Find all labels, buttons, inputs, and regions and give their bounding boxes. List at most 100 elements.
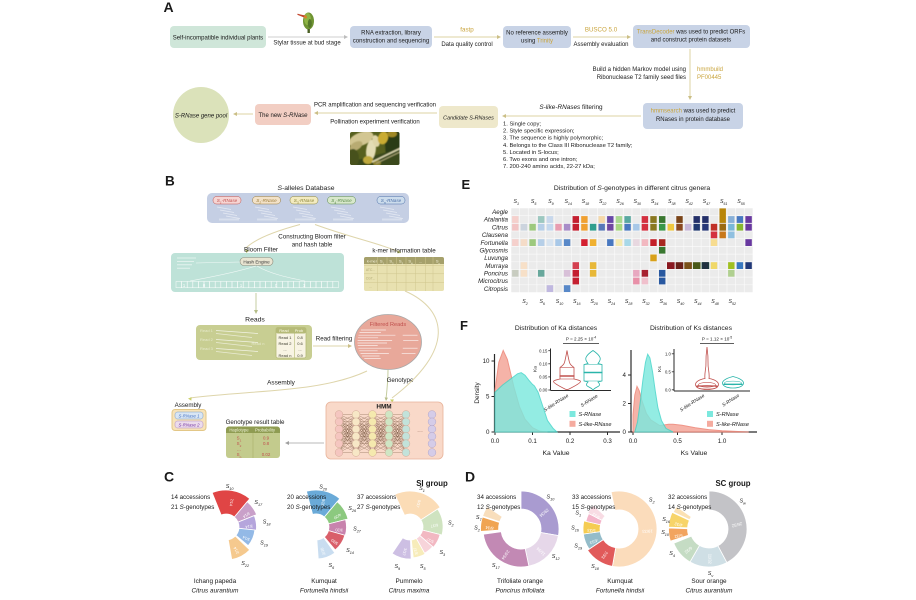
svg-text:S16: S16 xyxy=(662,517,671,524)
svg-text:Self-incompatible individual p: Self-incompatible individual plants xyxy=(173,36,263,42)
svg-text:0.3: 0.3 xyxy=(603,438,612,445)
svg-text:S42: S42 xyxy=(685,199,693,206)
svg-text:S17: S17 xyxy=(492,563,501,570)
svg-text:34 accessions: 34 accessions xyxy=(477,494,516,501)
svg-text:S30: S30 xyxy=(634,199,642,206)
svg-text:0.5: 0.5 xyxy=(673,438,682,445)
svg-text:2/20: 2/20 xyxy=(319,546,327,556)
svg-text:0.15: 0.15 xyxy=(539,348,548,353)
svg-text:19/33: 19/33 xyxy=(642,529,653,534)
svg-text:5/37: 5/37 xyxy=(426,537,435,545)
svg-text:...: ... xyxy=(283,347,286,352)
svg-text:0.10: 0.10 xyxy=(539,361,548,366)
svg-text:0.00: 0.00 xyxy=(539,388,548,393)
svg-text:32 accessions: 32 accessions xyxy=(668,494,707,501)
svg-text:...: ... xyxy=(417,427,423,434)
svg-text:15 S-genotypes: 15 S-genotypes xyxy=(572,504,615,511)
svg-text:...: ... xyxy=(237,447,241,452)
svg-text:S-RNase: S-RNase xyxy=(579,412,602,418)
svg-text:14 S-genotypes: 14 S-genotypes xyxy=(668,504,711,511)
svg-text:Poncirus trifoliata: Poncirus trifoliata xyxy=(495,588,544,595)
svg-text:Pummelo: Pummelo xyxy=(396,578,423,585)
svg-text:hmmsearch was used to predict: hmmsearch was used to predict xyxy=(651,109,736,115)
svg-text:0.5: 0.5 xyxy=(665,369,671,374)
svg-text:S10: S10 xyxy=(556,299,564,306)
svg-text:Glycosmis: Glycosmis xyxy=(479,247,508,254)
svg-text:1: 1 xyxy=(240,283,243,288)
svg-text:S28: S28 xyxy=(625,299,633,306)
svg-text:0.9: 0.9 xyxy=(263,436,270,441)
svg-text:fastp: fastp xyxy=(460,27,474,34)
svg-text:3/37: 3/37 xyxy=(401,547,408,556)
svg-text:S1: S1 xyxy=(575,511,581,518)
svg-text:0.0: 0.0 xyxy=(665,387,671,392)
svg-text:Citrus aurantium: Citrus aurantium xyxy=(686,588,734,595)
svg-text:23/34: 23/34 xyxy=(500,549,510,561)
svg-text:S10: S10 xyxy=(661,530,670,537)
svg-text:0: 0 xyxy=(623,429,627,436)
svg-text:Sn: Sn xyxy=(436,259,441,266)
svg-text:3/33: 3/33 xyxy=(591,511,601,520)
svg-text:Ichang papeda: Ichang papeda xyxy=(194,578,237,585)
svg-text:37 accessions: 37 accessions xyxy=(357,494,396,501)
svg-text:TransDecoder was used to predi: TransDecoder was used to predict ORFs xyxy=(637,30,746,36)
svg-text:Distribution of S-genotypes in: Distribution of S-genotypes in different… xyxy=(554,185,711,192)
svg-text:using Trinity: using Trinity xyxy=(521,39,553,45)
svg-text:Assembly evaluation: Assembly evaluation xyxy=(573,42,628,48)
svg-text:Read n: Read n xyxy=(279,353,292,358)
svg-text:Ks: Ks xyxy=(657,366,663,372)
svg-text:6/32: 6/32 xyxy=(683,546,693,556)
svg-text:Probability: Probability xyxy=(255,428,276,433)
svg-text:S2: S2 xyxy=(389,259,394,266)
svg-text:Sw: Sw xyxy=(740,499,747,506)
svg-text:S2: S2 xyxy=(649,498,656,505)
svg-text:0.02: 0.02 xyxy=(262,452,271,457)
svg-text:S19: S19 xyxy=(260,540,269,547)
svg-text:S24: S24 xyxy=(608,299,616,306)
svg-text:S4: S4 xyxy=(408,259,413,266)
svg-text:S4: S4 xyxy=(669,551,675,558)
svg-text:S-RNase 1: S-RNase 1 xyxy=(178,413,200,418)
svg-text:6/37: 6/37 xyxy=(430,523,438,529)
svg-text:S2-RNase: S2-RNase xyxy=(256,198,277,205)
svg-text:Ka Value: Ka Value xyxy=(542,450,569,457)
svg-text:4/20: 4/20 xyxy=(332,512,342,521)
svg-text:4/32: 4/32 xyxy=(673,521,683,528)
svg-text:S6: S6 xyxy=(329,563,336,570)
svg-text:No reference assembly: No reference assembly xyxy=(506,31,568,37)
svg-text:S26: S26 xyxy=(616,199,624,206)
svg-text:Sn-RNase: Sn-RNase xyxy=(381,198,402,205)
svg-text:3. The sequence is highly poly: 3. The sequence is highly polymorphic; xyxy=(503,136,603,142)
svg-text:Genotype: Genotype xyxy=(387,377,414,384)
svg-text:S18: S18 xyxy=(591,564,600,571)
svg-text:Read: Read xyxy=(279,328,289,333)
svg-text:S16: S16 xyxy=(571,526,580,533)
svg-text:20 S-genotypes: 20 S-genotypes xyxy=(287,504,330,511)
svg-text:Luvunga: Luvunga xyxy=(484,255,508,262)
svg-text:7/14: 7/14 xyxy=(228,498,234,507)
svg-text:D: D xyxy=(465,469,475,485)
svg-text:Kumquat: Kumquat xyxy=(311,578,337,585)
svg-text:0.1: 0.1 xyxy=(528,438,537,445)
svg-text:14 accessions: 14 accessions xyxy=(171,494,210,501)
svg-text:Data quality control: Data quality control xyxy=(441,42,492,48)
svg-text:S1: S1 xyxy=(380,259,385,266)
svg-text:29/34: 29/34 xyxy=(538,508,550,519)
svg-text:SC group: SC group xyxy=(715,479,750,488)
svg-text:1: 1 xyxy=(183,283,186,288)
svg-text:Read 2: Read 2 xyxy=(200,337,214,342)
svg-text:Assembly: Assembly xyxy=(267,380,296,387)
svg-text:11/32: 11/32 xyxy=(707,554,712,565)
svg-text:S-RNase: S-RNase xyxy=(721,393,741,409)
svg-text:3/20: 3/20 xyxy=(329,537,339,546)
svg-text:7/33: 7/33 xyxy=(600,550,609,560)
svg-text:Reads: Reads xyxy=(245,317,265,324)
svg-text:Stylar tissue at bud stage: Stylar tissue at bud stage xyxy=(273,41,341,47)
svg-text:2. Style specific expression;: 2. Style specific expression; xyxy=(503,129,575,135)
svg-text:Trifoliate orange: Trifoliate orange xyxy=(497,578,543,585)
svg-text:3/20: 3/20 xyxy=(335,528,343,533)
svg-text:S-RNase: S-RNase xyxy=(716,412,739,418)
svg-text:S-like-RNases filtering: S-like-RNases filtering xyxy=(539,104,603,111)
svg-text:and construct protein datasets: and construct protein datasets xyxy=(651,38,731,44)
svg-text:4/33: 4/33 xyxy=(589,538,599,546)
